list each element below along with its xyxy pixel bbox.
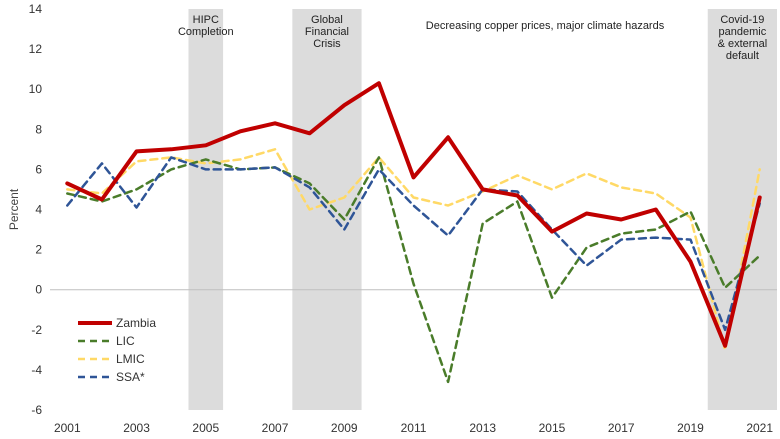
y-tick-label: 0 — [35, 283, 42, 297]
y-tick-label: 4 — [35, 203, 42, 217]
annotations: HIPC Completion Global Financial Crisis Covid… — [178, 14, 767, 62]
x-tick-label: 2015 — [539, 421, 566, 435]
legend-label: LMIC — [116, 352, 145, 366]
shaded-period-label: Covid-19 pandemic & external default — [718, 14, 768, 62]
x-tick-label: 2001 — [54, 421, 81, 435]
x-tick-label: 2009 — [331, 421, 358, 435]
series-line-zambia — [65, 81, 762, 348]
shaded-periods — [188, 9, 777, 410]
legend-label: LIC — [116, 334, 135, 348]
legend: Zambia LIC LMIC SSA* — [78, 316, 156, 384]
x-tick-label: 2019 — [677, 421, 704, 435]
x-tick-label: 2007 — [262, 421, 289, 435]
y-tick-label: 14 — [29, 2, 43, 16]
y-tick-label: 10 — [29, 82, 43, 96]
x-tick-label: 2011 — [401, 421, 427, 435]
shaded-period-label: HIPC Completion — [178, 14, 234, 38]
series-line-ssa — [66, 156, 761, 332]
series-line-lmic — [66, 148, 761, 352]
y-tick-label: 2 — [35, 243, 42, 257]
y-tick-label: 12 — [29, 42, 43, 56]
y-tick-label: -4 — [31, 363, 42, 377]
y-tick-label: 6 — [35, 162, 42, 176]
shaded-period-label: Global Financial Crisis — [305, 14, 349, 50]
x-tick-label: 2013 — [469, 421, 496, 435]
series-line-lic — [66, 156, 761, 384]
shaded-period-3 — [707, 9, 777, 410]
series-lines — [65, 81, 762, 384]
x-tick-label: 2021 — [746, 421, 773, 435]
legend-label: SSA* — [116, 370, 145, 384]
y-tick-label: -2 — [31, 323, 42, 337]
y-axis-label: Percent — [7, 188, 21, 230]
y-tick-label: 8 — [35, 122, 42, 136]
legend-label: Zambia — [116, 316, 156, 330]
shaded-period-1 — [188, 9, 224, 410]
period-annotation: Decreasing copper prices, major climate … — [426, 20, 665, 32]
y-tick-label: -6 — [31, 403, 42, 417]
x-tick-label: 2003 — [123, 421, 150, 435]
x-tick-label: 2017 — [608, 421, 635, 435]
x-tick-label: 2005 — [192, 421, 219, 435]
tick-labels: -6 -4 -2 0 2 4 6 8 10 12 14 2001 2003 2005 2007 2009 201… — [7, 2, 773, 435]
